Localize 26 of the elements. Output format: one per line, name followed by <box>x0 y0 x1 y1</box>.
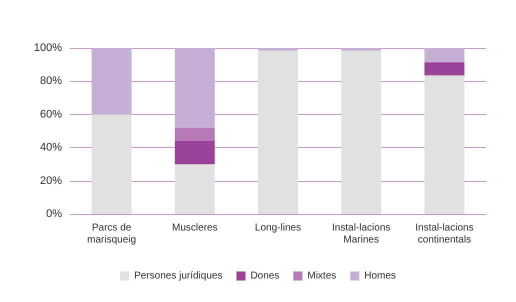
y-tick-label: 60% <box>40 108 62 120</box>
x-tick-label: Instal-lacions continentals <box>415 222 474 246</box>
x-tick-label: Muscleres <box>172 222 218 234</box>
y-tick-label: 0% <box>46 208 62 220</box>
bar <box>424 75 464 214</box>
bar <box>341 50 382 214</box>
legend-label: Dones <box>250 270 280 282</box>
legend-label: Mixtes <box>307 270 336 282</box>
legend-label: Homes <box>364 270 396 282</box>
bar <box>174 140 215 164</box>
bar <box>424 48 464 62</box>
bar <box>174 164 215 214</box>
bar <box>174 128 215 141</box>
x-tick-label: Long-lines <box>254 222 302 234</box>
y-tick-label: 40% <box>40 142 62 154</box>
y-tick-label: 20% <box>40 174 62 187</box>
bar <box>424 62 464 76</box>
x-tick-label: Instal-lacions Marines <box>332 222 390 246</box>
y-tick-label: 80% <box>40 75 62 88</box>
x-tick-label: Parcs de marisqueig <box>87 222 136 246</box>
bar <box>92 48 132 114</box>
bar <box>258 50 298 214</box>
legend-label: Persones jurídiques <box>134 270 222 282</box>
bar <box>92 114 132 214</box>
bar <box>174 48 215 128</box>
y-tick-label: 100% <box>34 42 62 54</box>
